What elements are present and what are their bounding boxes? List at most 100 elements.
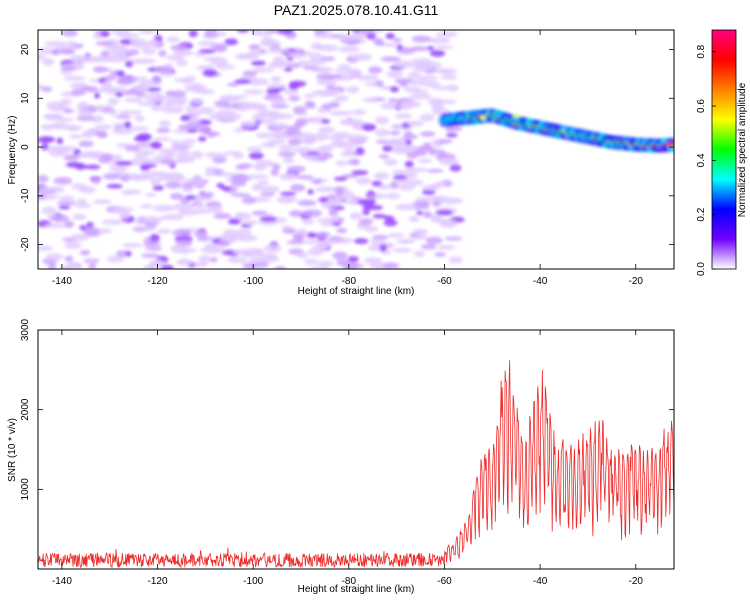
spectrogram-cell [317, 260, 334, 267]
spectrogram-cell [61, 66, 77, 71]
spectrogram-cell [149, 233, 160, 242]
y-tick-label: -10 [20, 188, 31, 203]
spectrogram-cell [307, 59, 325, 66]
spectrogram-y-label: Frequency (Hz) [7, 116, 18, 185]
spectrogram-cell [180, 138, 197, 145]
spectrogram-cell [38, 192, 47, 200]
x-tick-label: -80 [342, 276, 357, 287]
spectrogram-cell [158, 148, 177, 154]
spectrogram-y-axis: -20 -10 0 10 20 [20, 44, 674, 252]
spectrogram-cell [407, 71, 421, 80]
spectrogram-cell [440, 75, 458, 80]
spectrogram-cell [339, 118, 351, 125]
spectrogram-cell [266, 48, 290, 54]
colorbar-ticks: 0.0 0.2 0.4 0.6 0.8 [696, 44, 716, 276]
spectrogram-cell [92, 66, 107, 73]
colorbar-frame [711, 29, 737, 270]
snr-series-line [38, 360, 674, 569]
spectrogram-cell [46, 101, 66, 110]
spectrogram-cell [232, 249, 251, 255]
spectrogram-cell [152, 204, 176, 212]
chart-title: PAZ1.2025.078.10.41.G11 [274, 2, 439, 18]
spectrogram-cell [277, 30, 295, 35]
spectrogram-cell [176, 258, 193, 266]
spectrogram-cell [380, 102, 398, 110]
spectrogram-cell [332, 139, 346, 147]
spectrogram-cell [303, 239, 316, 245]
spectrogram-cell [248, 152, 264, 160]
spectrogram-cell [318, 145, 334, 152]
spectrogram-cell [364, 226, 379, 233]
spectrogram-cell [95, 40, 114, 46]
spectrogram-cell [206, 131, 221, 137]
x-tick-label: -40 [533, 576, 548, 587]
spectrogram-cell [406, 120, 425, 127]
spectrogram-cell [124, 121, 132, 129]
spectrogram-cell [328, 209, 339, 217]
spectrogram-cell [304, 258, 319, 265]
spectrogram-cell [270, 97, 283, 105]
spectrogram-cell [53, 122, 68, 130]
spectrogram-cell [421, 185, 441, 191]
spectrogram-cell [280, 191, 297, 197]
spectrogram-cell [343, 141, 355, 146]
spectrogram-cell [329, 110, 353, 116]
x-tick-label: -80 [342, 576, 357, 587]
spectrogram-cell [302, 209, 323, 218]
x-tick-label: -100 [243, 276, 263, 287]
spectrogram-cell [233, 151, 244, 159]
x-tick-label: -120 [148, 576, 168, 587]
spectrogram-cell [154, 94, 167, 101]
spectrogram-cell [234, 79, 251, 85]
y-tick-label: -20 [20, 237, 31, 252]
spectrogram-cell [70, 89, 87, 96]
spectrogram-cell [429, 49, 446, 57]
spectrogram-cell [175, 239, 193, 247]
spectrogram-cell [334, 95, 349, 102]
spectrogram-cell [127, 174, 148, 181]
spectrogram-cell [317, 154, 328, 162]
spectrogram-cell [176, 148, 189, 153]
spectrogram-cell [130, 76, 148, 81]
spectrogram-cell [198, 136, 207, 142]
spectrogram-cell [412, 201, 430, 207]
spectrogram-cell [246, 146, 263, 153]
spectrogram-cell [448, 126, 463, 132]
spectrogram-cell [150, 177, 161, 186]
spectrogram-cell [374, 116, 390, 125]
spectrogram-cell [389, 181, 399, 190]
spectrogram-cell [286, 165, 306, 173]
spectrogram-cell [212, 156, 227, 164]
spectrogram-cell [391, 169, 408, 176]
spectrogram-cell [125, 49, 140, 56]
spectrogram-cell [228, 219, 240, 225]
spectrogram-cell [434, 45, 454, 50]
spectrogram-cell [310, 42, 324, 50]
spectrogram-cell [355, 147, 365, 155]
spectrogram-cell [287, 51, 306, 59]
spectrogram-cell [155, 171, 171, 179]
spectrogram-cell [76, 198, 88, 205]
spectrogram-cell [166, 54, 184, 61]
spectrogram-x-label: Height of straight line (km) [298, 286, 415, 297]
spectrogram-cell [341, 173, 359, 179]
spectrogram-cell [405, 167, 428, 173]
snr-plot-area [38, 330, 674, 569]
spectrogram-cell [66, 41, 78, 46]
spectrogram-cell [316, 217, 339, 223]
spectrogram-cell [282, 156, 295, 164]
spectrogram-cell [296, 228, 307, 234]
spectrogram-cell [438, 158, 459, 166]
spectrogram-cell [209, 256, 218, 263]
spectrogram-cell [63, 154, 80, 161]
spectrogram-cell [128, 110, 143, 115]
spectrogram-cell [363, 257, 383, 264]
spectrogram-cell [231, 173, 248, 182]
spectrogram-cell [101, 81, 113, 89]
spectrogram-cell [371, 180, 383, 187]
spectrogram-cell [181, 182, 195, 189]
spectrogram-cell [86, 221, 94, 228]
y-tick-label: 0 [20, 144, 31, 150]
spectrogram-cell [134, 58, 157, 65]
